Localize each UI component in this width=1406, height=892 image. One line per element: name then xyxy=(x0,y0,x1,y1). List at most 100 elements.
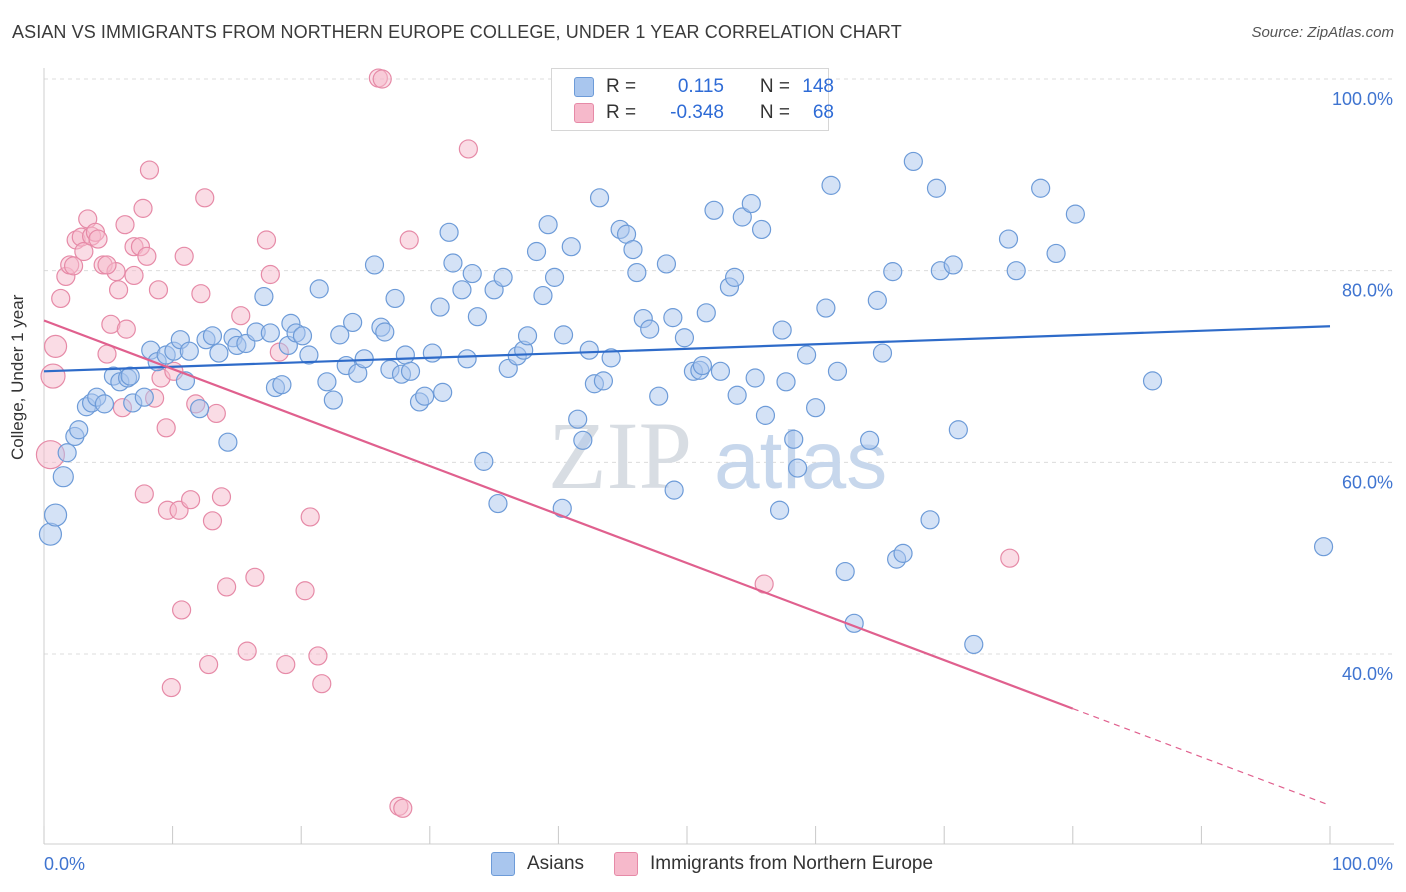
asian-point xyxy=(439,222,459,242)
asian-point xyxy=(179,341,199,361)
asian-point xyxy=(452,280,472,300)
immigrant-point xyxy=(295,581,315,601)
asian-point xyxy=(796,345,817,365)
asian-point xyxy=(260,323,280,343)
y-tick-label: 40.0% xyxy=(1342,664,1393,684)
immigrant-point xyxy=(195,188,215,208)
asians-trend-line xyxy=(43,325,1331,373)
asian-point xyxy=(772,320,792,340)
immigrant-point xyxy=(133,198,153,218)
asian-point xyxy=(254,286,274,307)
asian-point xyxy=(601,348,621,368)
immigrant-point xyxy=(134,484,154,504)
immigrant-point xyxy=(256,230,277,250)
asian-point xyxy=(292,326,313,346)
asian-point xyxy=(883,262,903,282)
asian-point xyxy=(623,239,643,260)
zipatlas-watermark: ZIP atlas xyxy=(548,402,887,509)
asian-point xyxy=(893,543,913,563)
asian-point xyxy=(696,303,716,323)
asian-point xyxy=(422,343,442,363)
asian-point xyxy=(640,319,660,339)
legend-item-asians[interactable]: Asians xyxy=(491,852,584,876)
immigrant-point xyxy=(97,255,117,275)
asian-point xyxy=(552,498,572,518)
asian-point xyxy=(627,262,647,283)
immigrant-point xyxy=(191,284,211,304)
immigrant-point xyxy=(116,319,136,339)
immigrant-point xyxy=(237,641,257,661)
immigrant-point xyxy=(139,160,160,180)
immigrant-point xyxy=(156,418,176,438)
asian-point xyxy=(488,493,508,514)
r-value: -0.348 xyxy=(670,102,724,123)
immigrant-point xyxy=(202,511,223,531)
asian-point xyxy=(821,175,841,195)
asian-point xyxy=(385,288,405,309)
asian-point xyxy=(190,399,210,419)
asian-point xyxy=(69,420,89,440)
legend-row-immigrants: R = -0.348 N = 68 xyxy=(574,101,834,125)
asian-point xyxy=(649,386,669,406)
asians-points xyxy=(38,151,1334,655)
asian-point xyxy=(805,398,826,418)
immigrant-point xyxy=(40,363,66,389)
asian-point xyxy=(94,394,115,414)
immigrant-point xyxy=(217,577,237,597)
n-label: N = xyxy=(759,76,790,97)
asian-point xyxy=(272,375,292,395)
asian-point xyxy=(674,328,695,348)
asian-point xyxy=(751,219,772,240)
immigrant-point xyxy=(137,246,157,266)
asian-point xyxy=(943,255,963,275)
immigrant-point xyxy=(51,288,71,309)
asian-point xyxy=(330,325,350,345)
asian-point xyxy=(704,200,724,220)
asian-point xyxy=(769,500,790,520)
correlation-legend: R = 0.115 N = 148 R = -0.348 N = 68 xyxy=(551,68,834,131)
immigrant-point xyxy=(161,677,181,698)
immigrant-point xyxy=(260,264,280,285)
asian-point xyxy=(474,451,494,471)
asian-point xyxy=(400,361,421,381)
asian-point xyxy=(493,267,513,287)
immigrant-point xyxy=(124,265,144,286)
asian-point xyxy=(462,263,482,284)
immigrant-point xyxy=(74,241,94,262)
asian-point xyxy=(926,178,947,198)
immigrant-point xyxy=(231,306,251,326)
immigrants-points xyxy=(35,68,1020,818)
immigrant-point xyxy=(199,654,219,675)
asian-point xyxy=(52,466,74,488)
asian-point xyxy=(710,361,731,381)
immigrant-point xyxy=(206,403,226,424)
immigrant-point xyxy=(372,69,392,89)
n-value: 68 xyxy=(812,102,834,123)
asian-point xyxy=(1065,204,1085,224)
immigrants-trend-line xyxy=(43,319,1074,710)
asian-point xyxy=(533,285,553,306)
legend-item-immigrants[interactable]: Immigrants from Northern Europe xyxy=(614,852,933,876)
asian-point xyxy=(732,207,752,227)
asian-point xyxy=(1006,261,1026,281)
r-label: R = xyxy=(606,102,637,123)
y-tick-label: 60.0% xyxy=(1342,472,1393,492)
asian-point xyxy=(457,349,477,369)
asian-point xyxy=(134,387,154,407)
asian-point xyxy=(727,385,747,405)
series-legend: Asians Immigrants from Northern Europe xyxy=(491,852,963,876)
asian-point xyxy=(573,430,593,450)
legend-row-asians: R = 0.115 N = 148 xyxy=(574,75,834,99)
y-tick-label: 100.0% xyxy=(1332,89,1393,109)
immigrant-point xyxy=(211,487,232,507)
immigrant-point xyxy=(458,139,478,159)
asian-point xyxy=(579,340,599,360)
asian-point xyxy=(724,267,745,287)
immigrant-point xyxy=(276,654,296,675)
immigrant-point xyxy=(312,674,332,694)
source-label: Source: ZipAtlas.com xyxy=(1251,24,1394,41)
asian-point xyxy=(1142,371,1163,391)
asian-point xyxy=(860,430,880,450)
asian-point xyxy=(663,308,683,328)
